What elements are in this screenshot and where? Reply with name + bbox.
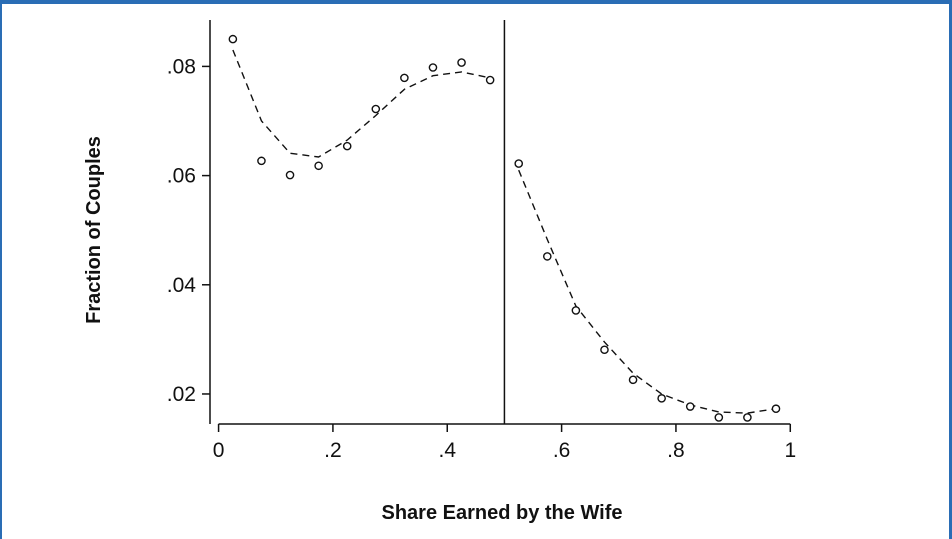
frame-left-border [0, 0, 2, 539]
y-tick-label: .02 [167, 383, 196, 406]
data-point [514, 159, 524, 168]
fitted-curve-left [232, 49, 491, 158]
data-point [428, 63, 438, 72]
x-tick-label: .8 [667, 439, 685, 462]
data-point [285, 170, 295, 180]
x-axis-title: Share Earned by the Wife [382, 502, 623, 524]
y-tick-label: .06 [167, 165, 196, 188]
data-point [714, 413, 724, 422]
x-tick-label: .4 [439, 439, 457, 462]
data-point [743, 413, 752, 422]
data-point [628, 375, 638, 385]
data-point [457, 58, 466, 67]
x-tick-label: .6 [553, 439, 571, 462]
data-point [257, 156, 266, 166]
frame-right-border [949, 0, 952, 539]
data-point [771, 404, 781, 414]
data-point [314, 161, 323, 171]
chart-marks [228, 20, 781, 424]
data-point [371, 104, 381, 114]
data-point [600, 345, 609, 355]
x-tick-label: .2 [324, 439, 342, 462]
data-point [657, 394, 666, 403]
data-point [543, 252, 552, 261]
x-tick-label: 0 [213, 439, 225, 462]
frame-top-border [0, 0, 952, 4]
axes: .02 .04 .06 .08 0 .2 .4 .6 .8 1 [167, 20, 796, 462]
data-point [400, 73, 409, 83]
fitted-curve-right [518, 169, 777, 414]
data-point [342, 141, 352, 151]
x-tick-label: 1 [784, 439, 796, 462]
y-tick-label: .08 [167, 55, 196, 78]
data-point [571, 306, 581, 315]
data-point [228, 34, 238, 44]
data-point [485, 75, 495, 85]
y-tick-label: .04 [167, 274, 197, 297]
y-axis-title: Fraction of Couples [83, 136, 105, 324]
data-point [685, 402, 695, 411]
